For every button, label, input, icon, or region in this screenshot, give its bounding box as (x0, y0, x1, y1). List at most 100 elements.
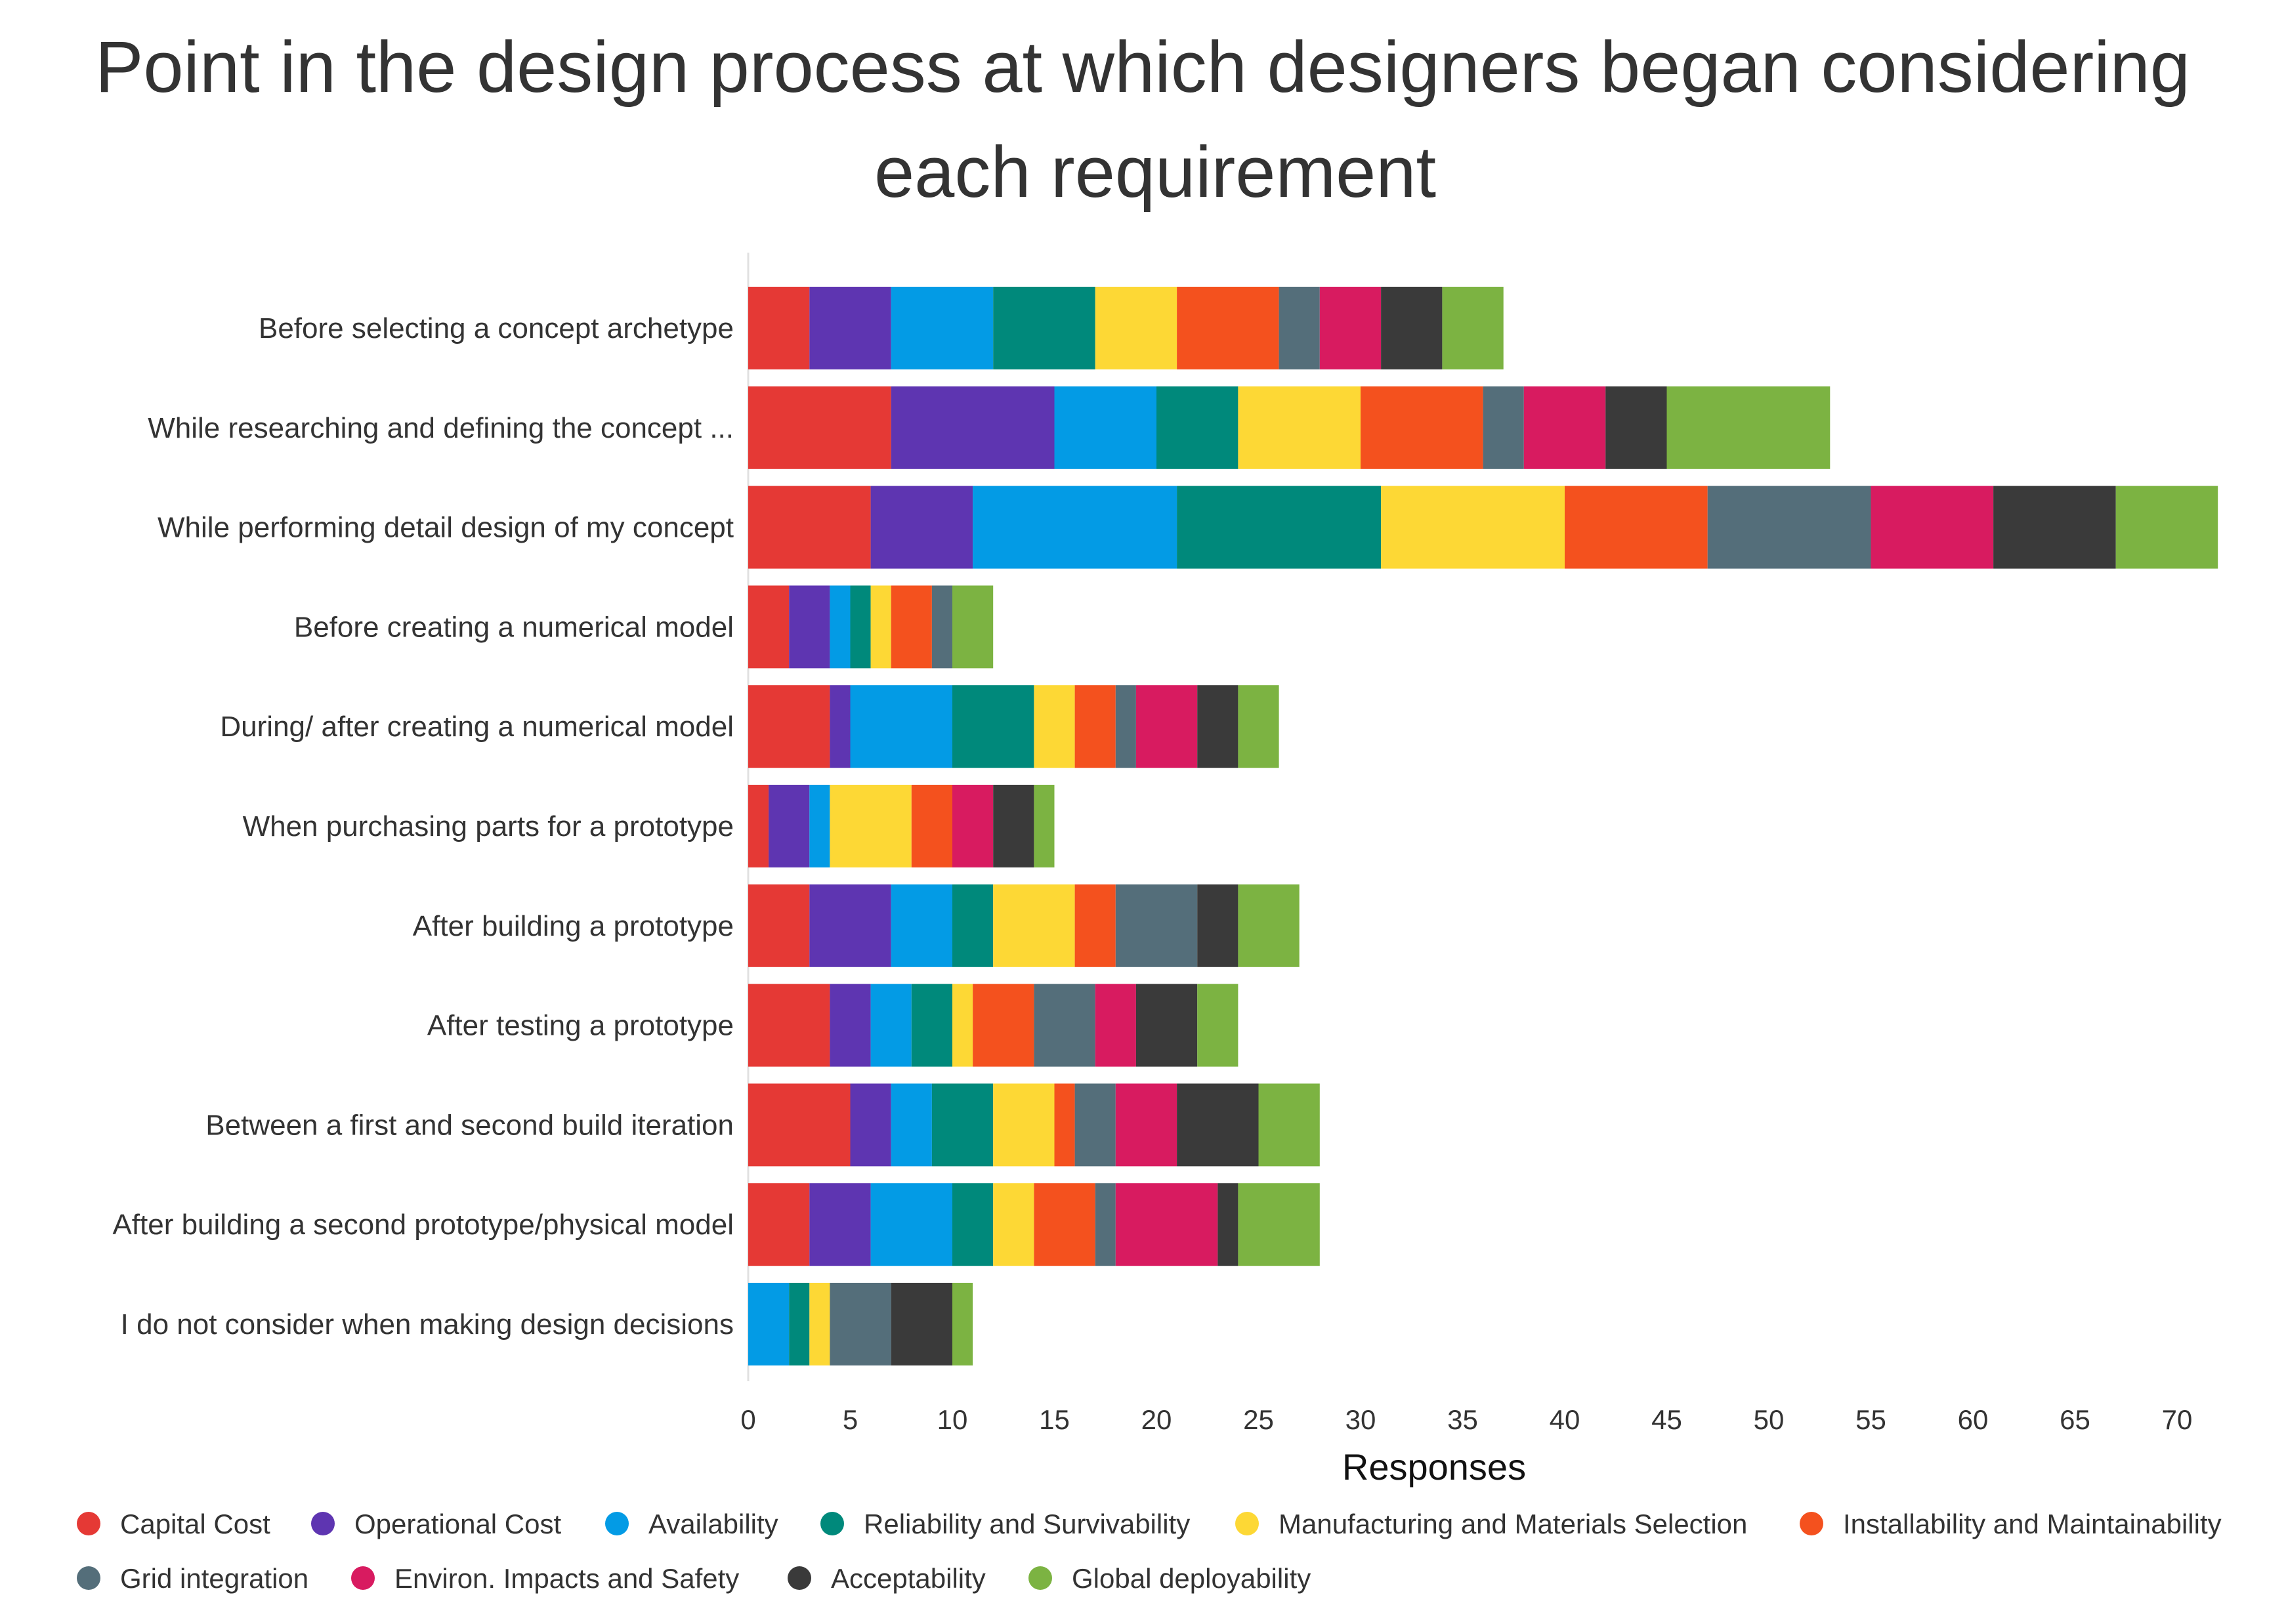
bar-segment-environ-impacts-and-safety[interactable] (952, 785, 994, 867)
bar-segment-grid-integration[interactable] (1707, 486, 1871, 569)
bar-segment-capital-cost[interactable] (748, 685, 830, 768)
bar-segment-reliability-and-survivability[interactable] (931, 1083, 994, 1167)
bar-segment-acceptability[interactable] (1135, 984, 1198, 1067)
legend-marker-grid-integration[interactable] (77, 1566, 100, 1590)
bar-segment-manufacturing-and-materials-selection[interactable] (1034, 685, 1075, 768)
legend-label-acceptability[interactable]: Acceptability (831, 1563, 986, 1594)
bar-segment-manufacturing-and-materials-selection[interactable] (830, 785, 912, 867)
bar-segment-reliability-and-survivability[interactable] (952, 685, 1034, 768)
bar-segment-installability-and-maintainability[interactable] (1054, 1083, 1075, 1167)
bar-segment-manufacturing-and-materials-selection[interactable] (952, 984, 973, 1067)
bar-segment-global-deployability[interactable] (1238, 1183, 1320, 1266)
bar-segment-acceptability[interactable] (1993, 486, 2116, 569)
bar-segment-availability[interactable] (1054, 386, 1157, 469)
bar-segment-installability-and-maintainability[interactable] (1034, 1183, 1095, 1266)
bar-segment-reliability-and-survivability[interactable] (1156, 386, 1238, 469)
bar-segment-capital-cost[interactable] (748, 386, 891, 469)
bar-segment-reliability-and-survivability[interactable] (911, 984, 952, 1067)
bar-segment-grid-integration[interactable] (830, 1283, 891, 1365)
bar-segment-capital-cost[interactable] (748, 1083, 851, 1167)
bar-segment-grid-integration[interactable] (1279, 287, 1320, 369)
bar-segment-availability[interactable] (870, 1183, 952, 1266)
bar-segment-operational-cost[interactable] (789, 585, 830, 669)
bar-segment-global-deployability[interactable] (952, 1283, 973, 1365)
bar-segment-operational-cost[interactable] (809, 884, 891, 967)
bar-segment-grid-integration[interactable] (1095, 1183, 1116, 1266)
bar-segment-operational-cost[interactable] (891, 386, 1055, 469)
bar-segment-manufacturing-and-materials-selection[interactable] (1095, 287, 1177, 369)
legend-marker-installability-and-maintainability[interactable] (1800, 1512, 1823, 1535)
bar-segment-global-deployability[interactable] (952, 585, 994, 669)
bar-segment-availability[interactable] (891, 1083, 932, 1167)
bar-segment-availability[interactable] (891, 287, 994, 369)
bar-segment-manufacturing-and-materials-selection[interactable] (870, 585, 891, 669)
legend-marker-environ-impacts-and-safety[interactable] (351, 1566, 375, 1590)
bar-segment-availability[interactable] (891, 884, 952, 967)
bar-segment-grid-integration[interactable] (1034, 984, 1095, 1067)
bar-segment-operational-cost[interactable] (809, 287, 891, 369)
bar-segment-grid-integration[interactable] (931, 585, 952, 669)
bar-segment-operational-cost[interactable] (769, 785, 810, 867)
bar-segment-environ-impacts-and-safety[interactable] (1095, 984, 1136, 1067)
bar-segment-environ-impacts-and-safety[interactable] (1115, 1083, 1177, 1167)
bar-segment-installability-and-maintainability[interactable] (911, 785, 952, 867)
bar-segment-installability-and-maintainability[interactable] (1177, 287, 1279, 369)
bar-segment-global-deployability[interactable] (1238, 685, 1279, 768)
bar-segment-acceptability[interactable] (1197, 685, 1238, 768)
bar-segment-reliability-and-survivability[interactable] (850, 585, 871, 669)
bar-segment-installability-and-maintainability[interactable] (973, 984, 1034, 1067)
legend-marker-availability[interactable] (605, 1512, 629, 1535)
bar-segment-availability[interactable] (850, 685, 953, 768)
bar-segment-availability[interactable] (748, 1283, 790, 1365)
bar-segment-grid-integration[interactable] (1115, 685, 1136, 768)
bar-segment-environ-impacts-and-safety[interactable] (1319, 287, 1382, 369)
bar-segment-operational-cost[interactable] (830, 984, 871, 1067)
bar-segment-installability-and-maintainability[interactable] (1074, 884, 1116, 967)
bar-segment-installability-and-maintainability[interactable] (1565, 486, 1708, 569)
bar-segment-environ-impacts-and-safety[interactable] (1135, 685, 1198, 768)
bar-segment-global-deployability[interactable] (1258, 1083, 1320, 1167)
legend-marker-manufacturing-and-materials-selection[interactable] (1235, 1512, 1259, 1535)
bar-segment-manufacturing-and-materials-selection[interactable] (993, 1183, 1034, 1266)
legend-label-global-deployability[interactable]: Global deployability (1072, 1563, 1311, 1594)
bar-segment-acceptability[interactable] (1177, 1083, 1259, 1167)
bar-segment-installability-and-maintainability[interactable] (1074, 685, 1116, 768)
bar-segment-operational-cost[interactable] (870, 486, 973, 569)
bar-segment-environ-impacts-and-safety[interactable] (1523, 386, 1606, 469)
legend-label-reliability-and-survivability[interactable]: Reliability and Survivability (864, 1509, 1190, 1539)
bar-segment-reliability-and-survivability[interactable] (993, 287, 1095, 369)
legend-marker-acceptability[interactable] (788, 1566, 811, 1590)
bar-segment-global-deployability[interactable] (2115, 486, 2218, 569)
bar-segment-capital-cost[interactable] (748, 1183, 810, 1266)
bar-segment-environ-impacts-and-safety[interactable] (1115, 1183, 1218, 1266)
bar-segment-acceptability[interactable] (1197, 884, 1238, 967)
bar-segment-manufacturing-and-materials-selection[interactable] (1381, 486, 1565, 569)
legend-marker-global-deployability[interactable] (1028, 1566, 1052, 1590)
bar-segment-capital-cost[interactable] (748, 486, 871, 569)
bar-segment-operational-cost[interactable] (809, 1183, 871, 1266)
bar-segment-environ-impacts-and-safety[interactable] (1871, 486, 1994, 569)
legend-label-availability[interactable]: Availability (648, 1509, 778, 1539)
bar-segment-availability[interactable] (870, 984, 912, 1067)
bar-segment-availability[interactable] (973, 486, 1177, 569)
bar-segment-reliability-and-survivability[interactable] (952, 884, 994, 967)
bar-segment-global-deployability[interactable] (1666, 386, 1831, 469)
bar-segment-capital-cost[interactable] (748, 785, 769, 867)
bar-segment-reliability-and-survivability[interactable] (1177, 486, 1382, 569)
bar-segment-installability-and-maintainability[interactable] (891, 585, 932, 669)
legend-label-operational-cost[interactable]: Operational Cost (354, 1509, 561, 1539)
bar-segment-reliability-and-survivability[interactable] (952, 1183, 994, 1266)
bar-segment-manufacturing-and-materials-selection[interactable] (809, 1283, 830, 1365)
bar-segment-acceptability[interactable] (993, 785, 1034, 867)
bar-segment-manufacturing-and-materials-selection[interactable] (993, 1083, 1055, 1167)
bar-segment-acceptability[interactable] (1381, 287, 1443, 369)
legend-marker-capital-cost[interactable] (77, 1512, 100, 1535)
bar-segment-manufacturing-and-materials-selection[interactable] (1238, 386, 1361, 469)
bar-segment-availability[interactable] (830, 585, 851, 669)
bar-segment-capital-cost[interactable] (748, 984, 830, 1067)
bar-segment-global-deployability[interactable] (1197, 984, 1238, 1067)
bar-segment-acceptability[interactable] (1605, 386, 1667, 469)
bar-segment-acceptability[interactable] (891, 1283, 952, 1365)
bar-segment-installability-and-maintainability[interactable] (1361, 386, 1483, 469)
bar-segment-reliability-and-survivability[interactable] (789, 1283, 810, 1365)
